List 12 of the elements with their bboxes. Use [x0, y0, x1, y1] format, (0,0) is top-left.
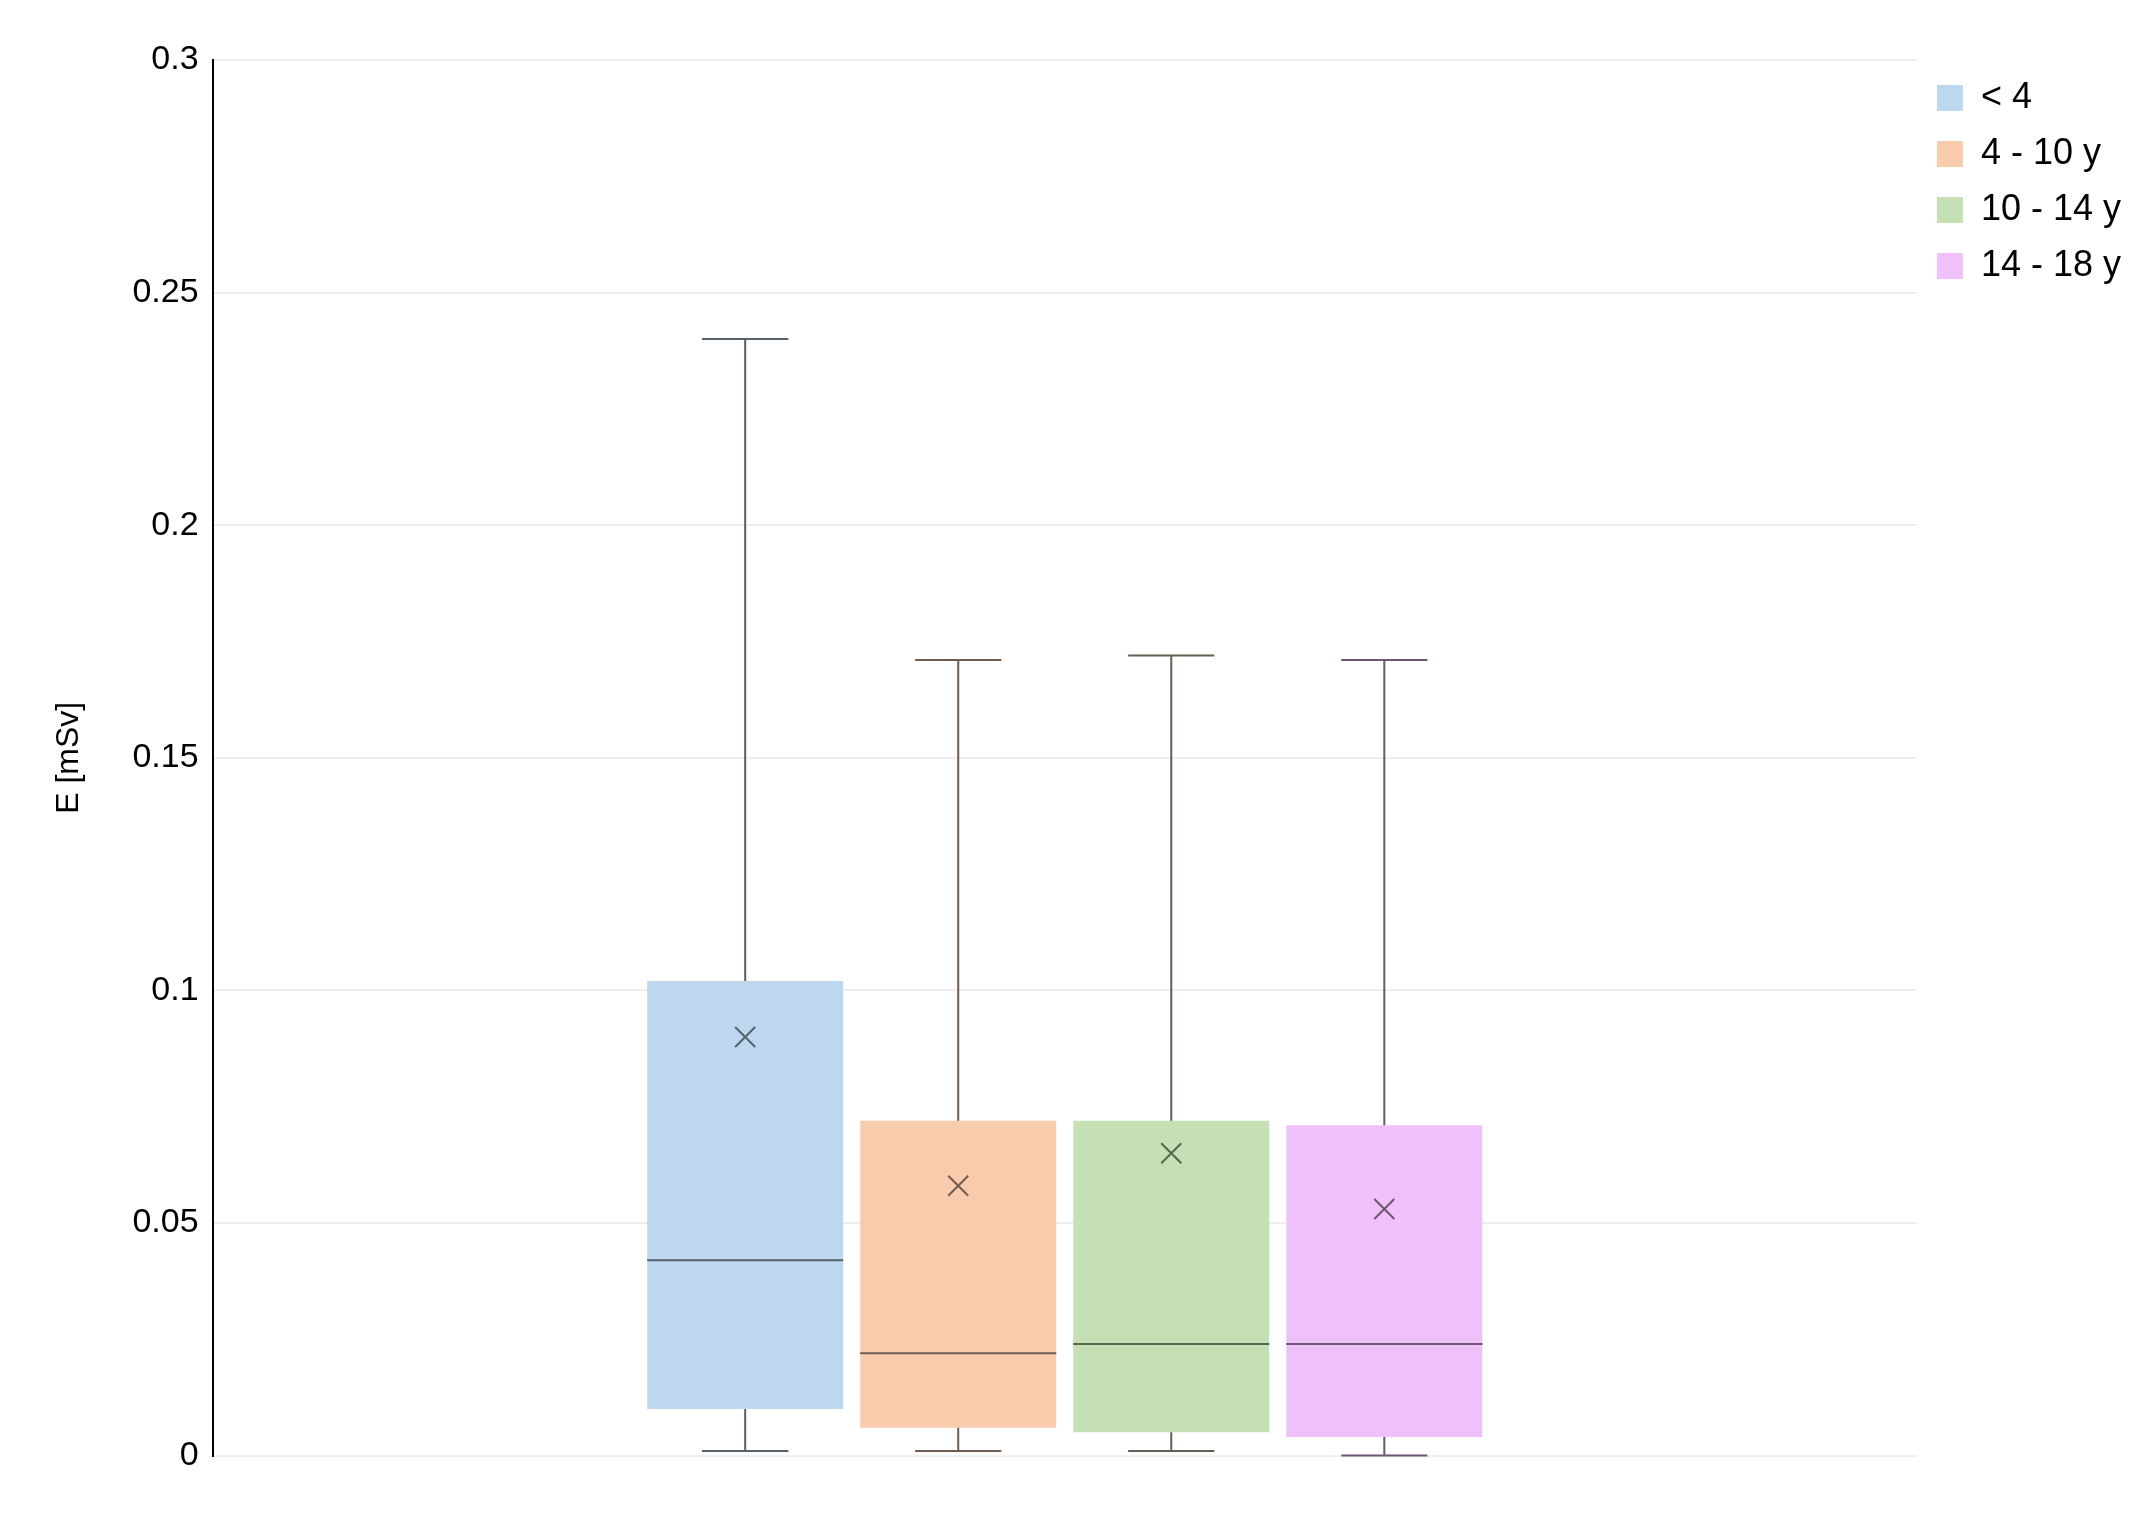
y-tick-label: 0.15: [132, 736, 199, 775]
y-tick-label: 0.3: [151, 38, 199, 77]
y-tick-label: 0.2: [151, 503, 199, 542]
y-axis-title: E [mSv]: [49, 701, 86, 814]
legend-label: 4 - 10 y: [1980, 130, 2101, 172]
y-tick-label: 0: [179, 1433, 199, 1472]
legend-label: 10 - 14 y: [1980, 186, 2122, 228]
legend-label: 14 - 18 y: [1980, 242, 2122, 284]
y-tick-label: 0.1: [151, 968, 199, 1007]
legend-label: < 4: [1980, 74, 2032, 116]
y-tick-label: 0.25: [132, 270, 199, 309]
y-tick-label: 0.05: [132, 1201, 199, 1240]
